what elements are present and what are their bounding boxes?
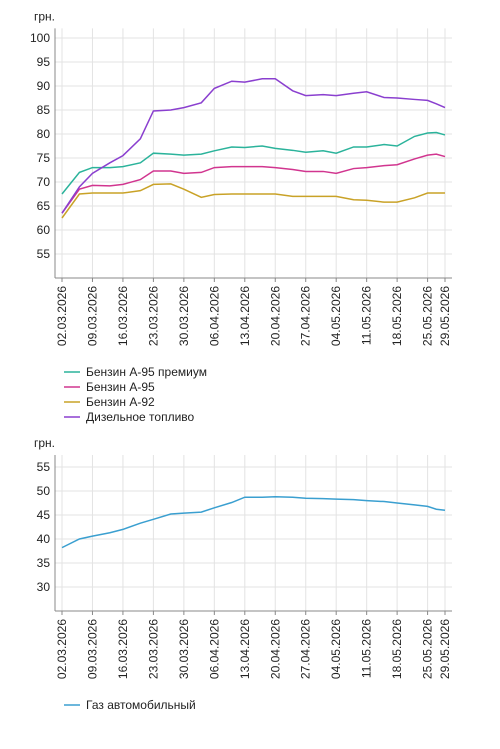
y-tick-label: 40 (37, 532, 51, 546)
y-tick-label: 95 (37, 55, 51, 69)
line-series (61, 78, 446, 214)
y-tick-label: 85 (37, 103, 51, 117)
legend-label: Бензин А-92 (86, 395, 155, 409)
x-tick-label: 25.05.2026 (421, 286, 435, 346)
x-tick-label: 20.04.2026 (268, 619, 282, 679)
y-tick-label: 45 (37, 508, 51, 522)
y-tick-label: 35 (37, 556, 51, 570)
x-tick-label: 04.05.2026 (329, 286, 343, 346)
unit-label: грн. (34, 9, 55, 23)
x-tick-label: 23.03.2026 (146, 286, 160, 346)
x-tick-label: 13.04.2026 (238, 619, 252, 679)
y-tick-label: 90 (37, 79, 51, 93)
legend-label: Бензин А-95 (86, 380, 155, 394)
y-tick-label: 50 (37, 484, 51, 498)
x-tick-label: 30.03.2026 (177, 286, 191, 346)
x-tick-label: 27.04.2026 (299, 619, 313, 679)
unit-label: грн. (34, 436, 55, 450)
legend-label: Бензин А-95 премиум (86, 365, 207, 379)
x-tick-label: 29.05.2026 (438, 619, 452, 679)
line-series (61, 496, 446, 549)
legend-label: Газ автомобильный (86, 698, 196, 712)
x-tick-label: 04.05.2026 (329, 619, 343, 679)
x-tick-label: 11.05.2026 (360, 619, 374, 678)
y-tick-label: 80 (37, 127, 51, 141)
line-series (61, 153, 446, 214)
y-tick-label: 55 (37, 247, 51, 261)
y-tick-label: 60 (37, 223, 51, 237)
y-tick-label: 55 (37, 460, 51, 474)
x-tick-label: 20.04.2026 (268, 286, 282, 346)
y-tick-label: 65 (37, 199, 51, 213)
line-series (61, 183, 445, 219)
y-tick-label: 30 (37, 580, 51, 594)
x-tick-label: 25.05.2026 (421, 619, 435, 679)
x-tick-label: 02.03.2026 (55, 619, 69, 679)
x-tick-label: 27.04.2026 (299, 286, 313, 346)
x-tick-label: 02.03.2026 (55, 286, 69, 346)
x-tick-label: 16.03.2026 (116, 619, 130, 679)
line-series (61, 131, 446, 195)
x-tick-label: 09.03.2026 (85, 286, 99, 346)
x-tick-label: 06.04.2026 (207, 286, 221, 346)
x-tick-label: 13.04.2026 (238, 286, 252, 346)
y-tick-label: 75 (37, 151, 51, 165)
y-tick-label: 70 (37, 175, 51, 189)
x-tick-label: 11.05.2026 (360, 286, 374, 345)
x-tick-label: 16.03.2026 (116, 286, 130, 346)
x-tick-label: 23.03.2026 (146, 619, 160, 679)
legend-label: Дизельное топливо (86, 410, 195, 424)
x-tick-label: 30.03.2026 (177, 619, 191, 679)
x-tick-label: 09.03.2026 (85, 619, 99, 679)
x-tick-label: 29.05.2026 (438, 286, 452, 346)
x-tick-label: 18.05.2026 (390, 619, 404, 679)
y-tick-label: 100 (30, 31, 50, 45)
x-tick-label: 06.04.2026 (207, 619, 221, 679)
x-tick-label: 18.05.2026 (390, 286, 404, 346)
